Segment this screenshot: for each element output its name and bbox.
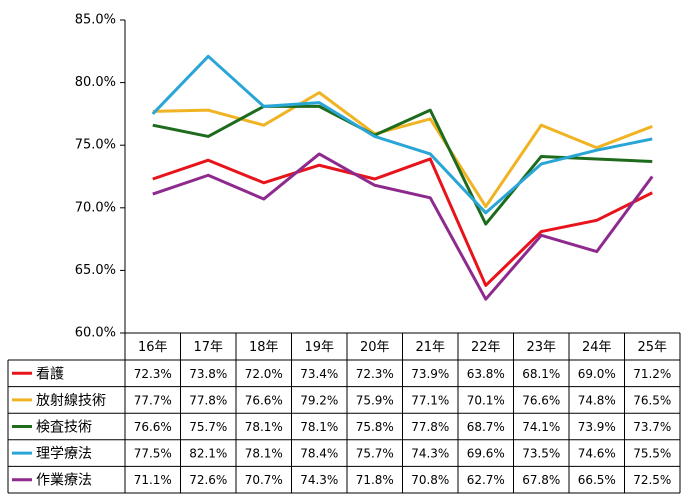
table-cell: 71.8% bbox=[356, 473, 394, 487]
series-line bbox=[152, 152, 654, 301]
table-cell: 73.9% bbox=[578, 420, 616, 434]
table-cell: 72.3% bbox=[134, 367, 172, 381]
table-cell: 69.6% bbox=[467, 447, 505, 461]
table-cell: 77.8% bbox=[189, 393, 227, 407]
table-cell: 71.2% bbox=[633, 367, 671, 381]
table-cell: 77.7% bbox=[134, 393, 172, 407]
table-cell: 78.1% bbox=[245, 447, 283, 461]
table-cell: 66.5% bbox=[578, 473, 616, 487]
x-tick-label: 19年 bbox=[304, 340, 334, 355]
table-cell: 70.1% bbox=[467, 393, 505, 407]
table-cell: 69.0% bbox=[578, 367, 616, 381]
table-cell: 77.8% bbox=[411, 420, 449, 434]
table-cell: 63.8% bbox=[467, 367, 505, 381]
table-cell: 76.6% bbox=[522, 393, 560, 407]
table-cell: 75.7% bbox=[356, 447, 394, 461]
table-cell: 73.9% bbox=[411, 367, 449, 381]
x-tick-label: 21年 bbox=[415, 340, 445, 355]
x-tick-label: 22年 bbox=[471, 340, 501, 355]
y-tick-label: 70.0% bbox=[75, 200, 116, 215]
legend-label: 検査技術 bbox=[36, 420, 92, 436]
table-cell: 77.1% bbox=[411, 393, 449, 407]
legend-label: 理学療法 bbox=[36, 445, 92, 462]
table-cell: 74.1% bbox=[522, 420, 560, 434]
y-tick-label: 75.0% bbox=[75, 138, 116, 153]
table-cell: 68.7% bbox=[467, 420, 505, 434]
table-cell: 76.5% bbox=[633, 393, 671, 407]
table-cell: 73.8% bbox=[189, 367, 227, 381]
table-cell: 79.2% bbox=[300, 393, 338, 407]
table-cell: 76.6% bbox=[245, 393, 283, 407]
y-tick-label: 85.0% bbox=[75, 13, 116, 28]
table-cell: 74.3% bbox=[411, 447, 449, 461]
legend-label: 作業療法 bbox=[36, 472, 92, 489]
series-line bbox=[151, 54, 653, 215]
table-cell: 67.8% bbox=[522, 473, 560, 487]
table-cell: 75.7% bbox=[189, 420, 227, 434]
table-cell: 73.5% bbox=[522, 447, 560, 461]
table-cell: 78.1% bbox=[245, 420, 283, 434]
table-cell: 68.1% bbox=[522, 367, 560, 381]
table-cell: 74.8% bbox=[578, 393, 616, 407]
x-tick-label: 20年 bbox=[360, 340, 390, 355]
y-tick-label: 60.0% bbox=[75, 326, 116, 341]
table-cell: 72.6% bbox=[189, 473, 227, 487]
table-cell: 73.7% bbox=[633, 420, 671, 434]
x-tick-label: 24年 bbox=[582, 340, 612, 355]
x-tick-label: 25年 bbox=[637, 340, 667, 355]
table-cell: 73.4% bbox=[300, 367, 338, 381]
series-line bbox=[152, 104, 653, 226]
x-tick-label: 23年 bbox=[526, 340, 556, 355]
table-cell: 72.3% bbox=[356, 367, 394, 381]
x-tick-label: 16年 bbox=[138, 340, 168, 355]
table-cell: 77.5% bbox=[134, 447, 172, 461]
series-line bbox=[152, 157, 653, 287]
y-tick-label: 65.0% bbox=[75, 263, 116, 278]
legend-label: 看護 bbox=[36, 366, 64, 382]
y-tick-label: 80.0% bbox=[75, 75, 116, 90]
table-cell: 74.3% bbox=[300, 473, 338, 487]
table-cell: 75.5% bbox=[633, 447, 671, 461]
legend-label: 放射線技術 bbox=[36, 393, 106, 409]
series-line bbox=[152, 91, 653, 209]
table-cell: 72.5% bbox=[633, 473, 671, 487]
x-tick-label: 18年 bbox=[249, 340, 279, 355]
table-cell: 71.1% bbox=[134, 473, 172, 487]
table-cell: 72.0% bbox=[245, 367, 283, 381]
table-cell: 62.7% bbox=[467, 473, 505, 487]
table-cell: 78.4% bbox=[300, 447, 338, 461]
table-cell: 75.9% bbox=[356, 393, 394, 407]
table-cell: 75.8% bbox=[356, 420, 394, 434]
table-cell: 76.6% bbox=[134, 420, 172, 434]
table-cell: 70.8% bbox=[411, 473, 449, 487]
table-cell: 82.1% bbox=[189, 447, 227, 461]
table-cell: 70.7% bbox=[245, 473, 283, 487]
table-cell: 78.1% bbox=[300, 420, 338, 434]
table-cell: 74.6% bbox=[578, 447, 616, 461]
x-tick-label: 17年 bbox=[193, 340, 223, 355]
